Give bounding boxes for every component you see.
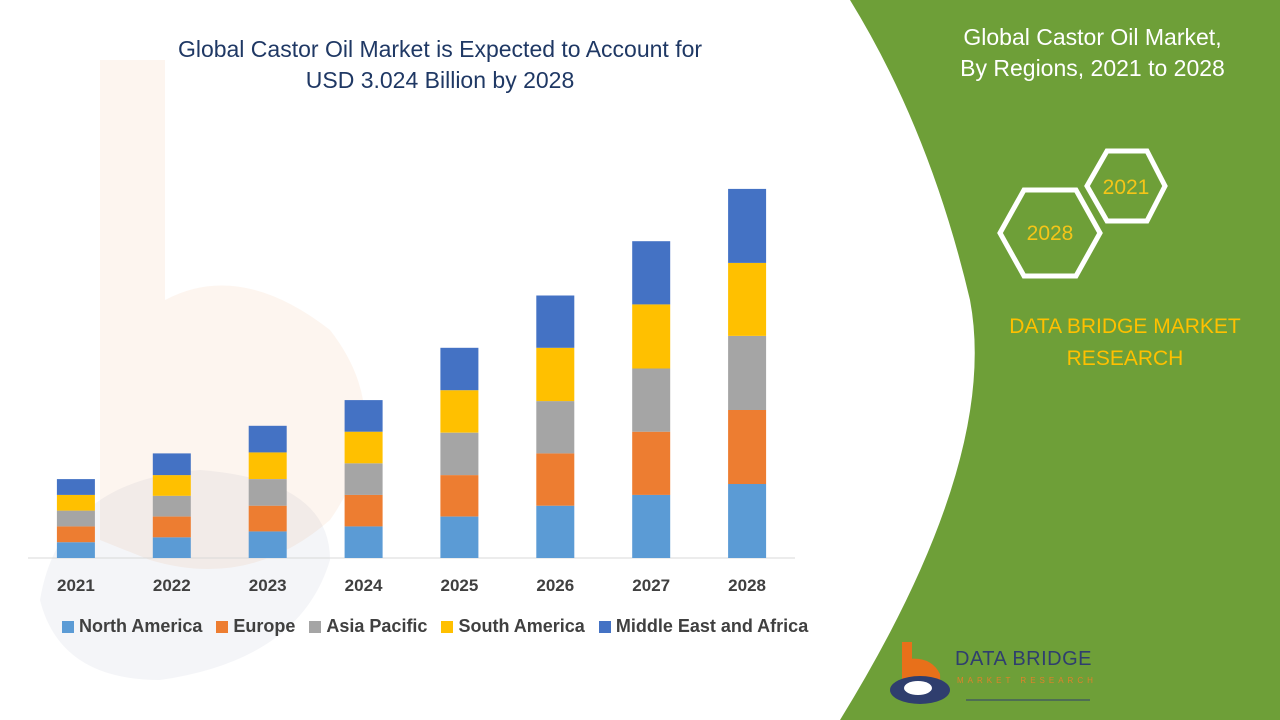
bar-2028-europe <box>728 410 767 484</box>
bar-2027-middle-east-and-africa <box>632 241 671 305</box>
x-tick-2023: 2023 <box>249 576 287 595</box>
bar-2026-south-america <box>536 347 575 402</box>
bar-2022-south-america <box>152 475 191 496</box>
x-tick-2022: 2022 <box>153 576 191 595</box>
logo-subtitle: MARKET RESEARCH <box>957 676 1097 685</box>
hex-label-2028: 2028 <box>1027 222 1074 245</box>
bar-2023-middle-east-and-africa <box>248 425 287 453</box>
legend-swatch <box>441 620 454 633</box>
bar-2023-north-america <box>248 531 287 558</box>
bar-2026-middle-east-and-africa <box>536 295 575 348</box>
legend-label: South America <box>458 616 585 636</box>
x-tick-2028: 2028 <box>728 576 766 595</box>
bar-2026-asia-pacific <box>536 401 575 454</box>
chart-title: Global Castor Oil Market is Expected to … <box>100 34 780 96</box>
bar-2028-middle-east-and-africa <box>728 188 767 263</box>
brand-line2: RESEARCH <box>1066 347 1184 370</box>
legend-item-north-america: North America <box>62 616 202 637</box>
legend-swatch <box>62 620 74 633</box>
bar-2025-north-america <box>440 516 479 558</box>
bar-2023-asia-pacific <box>248 479 287 506</box>
bar-2022-north-america <box>152 537 191 558</box>
legend-swatch <box>309 620 322 633</box>
bar-2021-asia-pacific <box>56 510 95 527</box>
bar-2021-middle-east-and-africa <box>56 479 95 495</box>
bar-2026-europe <box>536 453 575 506</box>
legend-item-south-america: South America <box>441 616 585 637</box>
x-tick-2021: 2021 <box>57 576 95 595</box>
bar-2021-north-america <box>56 542 95 558</box>
legend-item-asia-pacific: Asia Pacific <box>309 616 427 637</box>
chart-title-line1: Global Castor Oil Market is Expected to … <box>177 36 703 62</box>
legend-label: North America <box>79 616 203 636</box>
bar-2024-asia-pacific <box>344 463 383 495</box>
side-panel-title: Global Castor Oil Market, By Regions, 20… <box>905 22 1280 84</box>
bars-group <box>56 188 767 558</box>
bar-2023-south-america <box>248 452 287 479</box>
bar-2027-europe <box>632 431 671 495</box>
hex-label-2021: 2021 <box>1103 176 1150 199</box>
bar-2028-asia-pacific <box>728 336 767 410</box>
bar-2022-europe <box>152 516 191 538</box>
logo-name: DATA BRIDGE <box>955 648 1093 670</box>
chart-legend: North America Europe Asia Pacific South Ame… <box>62 616 808 637</box>
stacked-bar-chart: 2021 2022 2023 2024 2025 2026 2027 2028 <box>28 188 795 595</box>
bar-2024-middle-east-and-africa <box>344 400 383 432</box>
legend-swatch <box>598 620 611 633</box>
bar-2025-asia-pacific <box>440 432 479 476</box>
bar-2022-middle-east-and-africa <box>152 453 191 476</box>
x-tick-2024: 2024 <box>345 576 383 595</box>
x-tick-labels: 2021 2022 2023 2024 2025 2026 2027 2028 <box>57 576 766 595</box>
hexagon-2028 <box>997 187 1103 279</box>
bar-2023-europe <box>248 505 287 532</box>
bar-2024-europe <box>344 494 383 527</box>
bar-2025-south-america <box>440 390 479 433</box>
legend-swatch <box>216 620 229 633</box>
bar-2021-south-america <box>56 494 95 511</box>
x-tick-2027: 2027 <box>632 576 670 595</box>
data-bridge-logo-icon <box>890 642 1090 704</box>
bar-2028-north-america <box>728 484 767 558</box>
bar-2022-asia-pacific <box>152 495 191 517</box>
bar-2025-europe <box>440 475 479 517</box>
x-tick-2025: 2025 <box>440 576 478 595</box>
brand-text: DATA BRIDGE MARKET RESEARCH <box>990 311 1260 375</box>
x-tick-2026: 2026 <box>536 576 574 595</box>
legend-label: Asia Pacific <box>326 616 428 636</box>
bar-2026-north-america <box>536 505 575 558</box>
legend-item-europe: Europe <box>216 616 295 637</box>
bar-2024-north-america <box>344 526 383 558</box>
bar-2021-europe <box>56 526 95 543</box>
bar-2025-middle-east-and-africa <box>440 347 479 391</box>
side-title-line1: Global Castor Oil Market, <box>963 24 1222 50</box>
year-hexagons: 2021 2028 <box>997 148 1168 279</box>
chart-title-line2: USD 3.024 Billion by 2028 <box>305 67 575 93</box>
bar-2027-asia-pacific <box>632 368 671 432</box>
bar-2024-south-america <box>344 431 383 464</box>
side-title-line2: By Regions, 2021 to 2028 <box>960 55 1225 81</box>
bar-2027-north-america <box>632 494 671 558</box>
bar-2027-south-america <box>632 304 671 369</box>
legend-item-middle-east-and-africa: Middle East and Africa <box>598 616 809 637</box>
hexagon-2021 <box>1084 148 1168 224</box>
legend-label: Middle East and Africa <box>615 616 809 636</box>
legend-label: Europe <box>233 616 296 636</box>
brand-line1: DATA BRIDGE MARKET <box>1009 315 1241 338</box>
bar-2028-south-america <box>728 262 767 336</box>
